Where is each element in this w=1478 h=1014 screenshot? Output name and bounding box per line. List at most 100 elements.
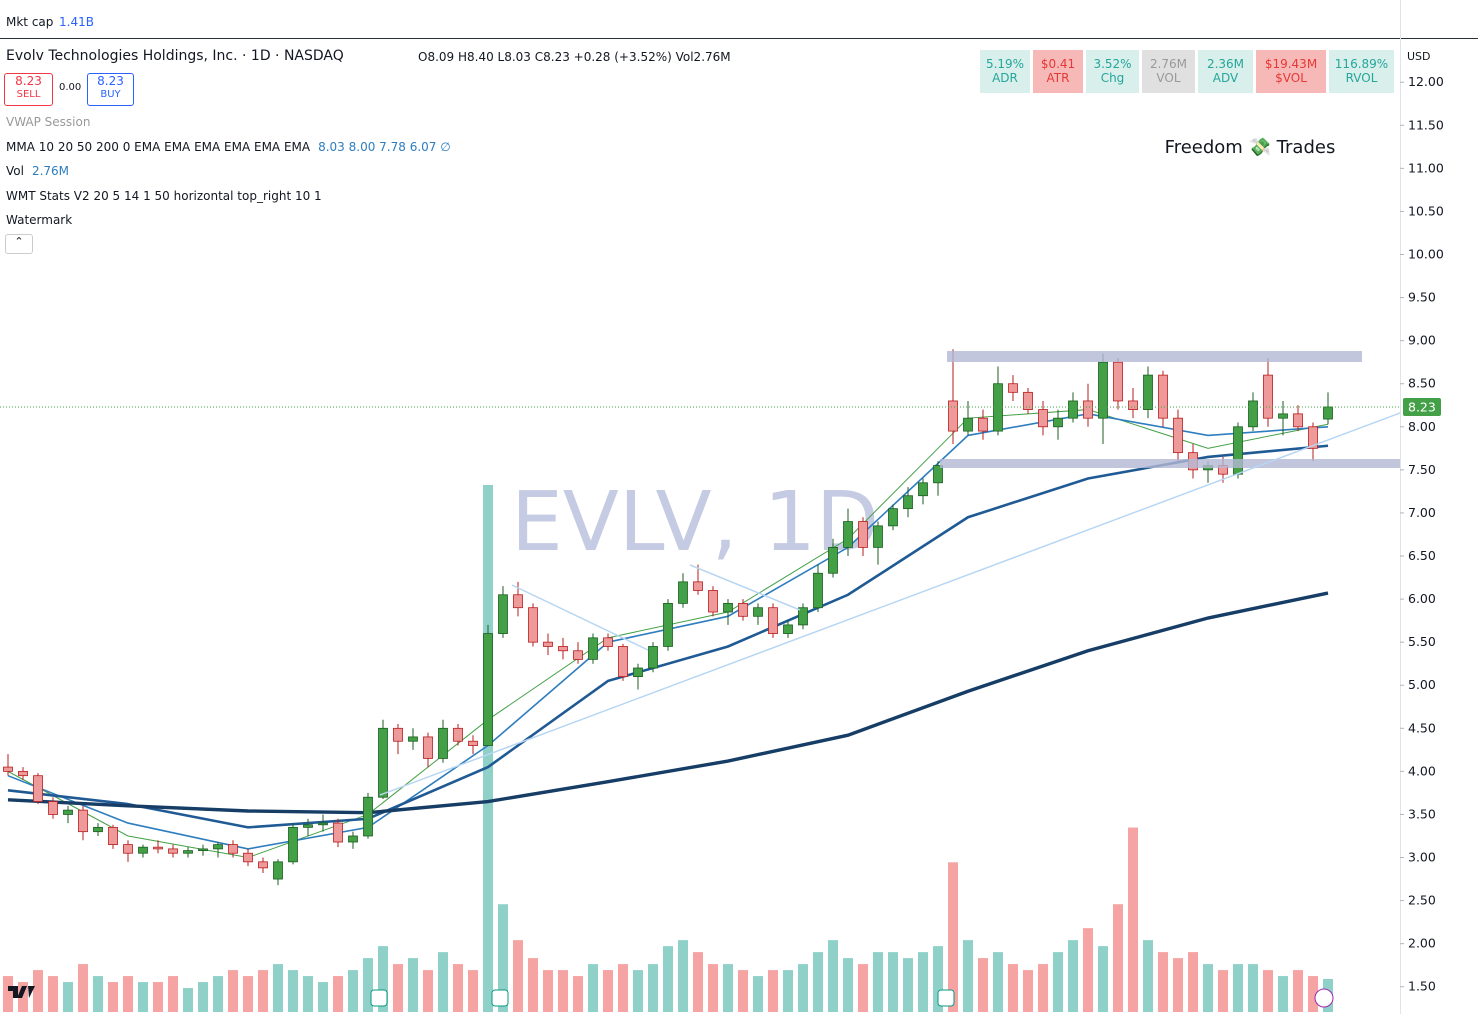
candle-body bbox=[1263, 374, 1273, 419]
stat-box: 3.52% Chg bbox=[1086, 50, 1139, 93]
candle-body bbox=[63, 809, 73, 815]
y-tick-label: 2.00 bbox=[1408, 936, 1436, 951]
candle-body bbox=[273, 861, 283, 880]
candle-body bbox=[663, 602, 673, 647]
events-icon[interactable] bbox=[1314, 988, 1334, 1008]
buy-button[interactable]: 8.23 BUY bbox=[87, 73, 134, 106]
volume-bar bbox=[828, 940, 838, 1012]
candle-body bbox=[138, 846, 148, 854]
trendline bbox=[379, 412, 1401, 796]
candle-body bbox=[213, 844, 223, 850]
volume-bar bbox=[1098, 946, 1108, 1012]
sell-price: 8.23 bbox=[15, 74, 42, 88]
symbol-title[interactable]: Evolv Technologies Holdings, Inc. · 1D ·… bbox=[6, 48, 344, 64]
candle-body bbox=[1053, 417, 1063, 428]
candle-body bbox=[93, 826, 103, 833]
volume-bar bbox=[63, 982, 73, 1012]
brand-watermark: Freedom 💸 Trades bbox=[1165, 137, 1336, 158]
candle-body bbox=[333, 822, 343, 843]
volume-bar bbox=[1278, 976, 1288, 1012]
candle-body bbox=[798, 607, 808, 626]
volume-bar bbox=[1173, 958, 1183, 1012]
indicator-name: VWAP Session bbox=[6, 115, 91, 129]
stat-box: 2.36M ADV bbox=[1198, 50, 1253, 93]
volume-bar bbox=[153, 982, 163, 1012]
volume-bar bbox=[423, 970, 433, 1012]
candle-body bbox=[1068, 400, 1078, 419]
indicator-name: WMT Stats V2 20 5 14 1 50 horizontal top… bbox=[6, 188, 322, 203]
volume-bar bbox=[3, 976, 13, 1012]
volume-bar bbox=[1128, 827, 1138, 1012]
candle-body bbox=[723, 602, 733, 613]
volume-bar bbox=[1068, 940, 1078, 1012]
candle-body bbox=[573, 650, 583, 660]
y-tick-label: 5.50 bbox=[1408, 634, 1436, 649]
stat-label: VOL bbox=[1156, 71, 1181, 85]
candle-body bbox=[78, 809, 88, 833]
indicator-name: Vol bbox=[6, 164, 24, 178]
candle-body bbox=[513, 594, 523, 609]
candle-body bbox=[843, 521, 853, 548]
candle-body bbox=[198, 848, 208, 852]
candle-body bbox=[123, 844, 133, 854]
stat-label: ADV bbox=[1212, 71, 1239, 85]
volume-bar bbox=[663, 946, 673, 1012]
currency[interactable]: USD bbox=[1407, 50, 1431, 63]
y-tick-label: 3.00 bbox=[1408, 850, 1436, 865]
volume-bar bbox=[1038, 964, 1048, 1012]
candle-body bbox=[933, 465, 943, 484]
buy-label: BUY bbox=[100, 89, 121, 100]
candle-body bbox=[1098, 361, 1108, 419]
volume-bar bbox=[453, 964, 463, 1012]
volume-bar bbox=[1053, 952, 1063, 1012]
volume-bar bbox=[258, 970, 268, 1012]
indicator-row[interactable]: MMA 10 20 50 200 0 EMA EMA EMA EMA EMA E… bbox=[6, 140, 451, 154]
candle-body bbox=[303, 824, 313, 828]
stat-box: 5.19% ADR bbox=[980, 50, 1030, 93]
volume-bar bbox=[963, 940, 973, 1012]
volume-bar bbox=[78, 964, 88, 1012]
collapse-button[interactable]: ⌃ bbox=[5, 234, 33, 254]
stat-value: $0.41 bbox=[1040, 57, 1076, 71]
volume-bar bbox=[243, 976, 253, 1012]
sell-button[interactable]: 8.23 SELL bbox=[4, 73, 53, 106]
volume-bar bbox=[348, 970, 358, 1012]
candle-body bbox=[873, 525, 883, 548]
stat-box: $0.41 ATR bbox=[1033, 50, 1083, 93]
candle-body bbox=[228, 844, 238, 854]
candle-body bbox=[903, 495, 913, 510]
indicator-values: 2.76M bbox=[31, 164, 70, 178]
candle-body bbox=[1083, 400, 1093, 419]
candle-body bbox=[348, 835, 358, 843]
y-tick-label: 6.00 bbox=[1408, 591, 1436, 606]
spread: 0.00 bbox=[59, 82, 82, 93]
candle-body bbox=[708, 590, 718, 613]
y-tick-label: 7.50 bbox=[1408, 462, 1436, 477]
indicator-row[interactable]: VWAP Session bbox=[6, 115, 98, 129]
volume-bar bbox=[498, 904, 508, 1012]
y-tick-label: 11.50 bbox=[1408, 117, 1444, 132]
volume-bar bbox=[333, 976, 343, 1012]
y-tick-label: 12.00 bbox=[1408, 74, 1444, 89]
candle-body bbox=[168, 848, 178, 854]
volume-bar bbox=[513, 940, 523, 1012]
mkt-cap-label: Mkt cap bbox=[6, 15, 54, 29]
candle-body bbox=[1158, 374, 1168, 419]
indicator-row[interactable]: WMT Stats V2 20 5 14 1 50 horizontal top… bbox=[6, 189, 330, 203]
volume-bar bbox=[198, 982, 208, 1012]
candle-body bbox=[453, 727, 463, 742]
volume-bar bbox=[93, 976, 103, 1012]
candle-body bbox=[1173, 417, 1183, 454]
candle-body bbox=[828, 546, 838, 574]
candle-body bbox=[1323, 406, 1333, 420]
volume-bar bbox=[603, 970, 613, 1012]
candle-body bbox=[468, 740, 478, 746]
volume-bar bbox=[588, 964, 598, 1012]
candle-body bbox=[693, 581, 703, 591]
indicator-row[interactable]: Watermark bbox=[6, 213, 80, 227]
watermark: EVLV, 1D bbox=[511, 475, 879, 570]
candle-body bbox=[288, 826, 298, 863]
volume-bar bbox=[708, 964, 718, 1012]
indicator-row[interactable]: Vol 2.76M bbox=[6, 164, 69, 178]
